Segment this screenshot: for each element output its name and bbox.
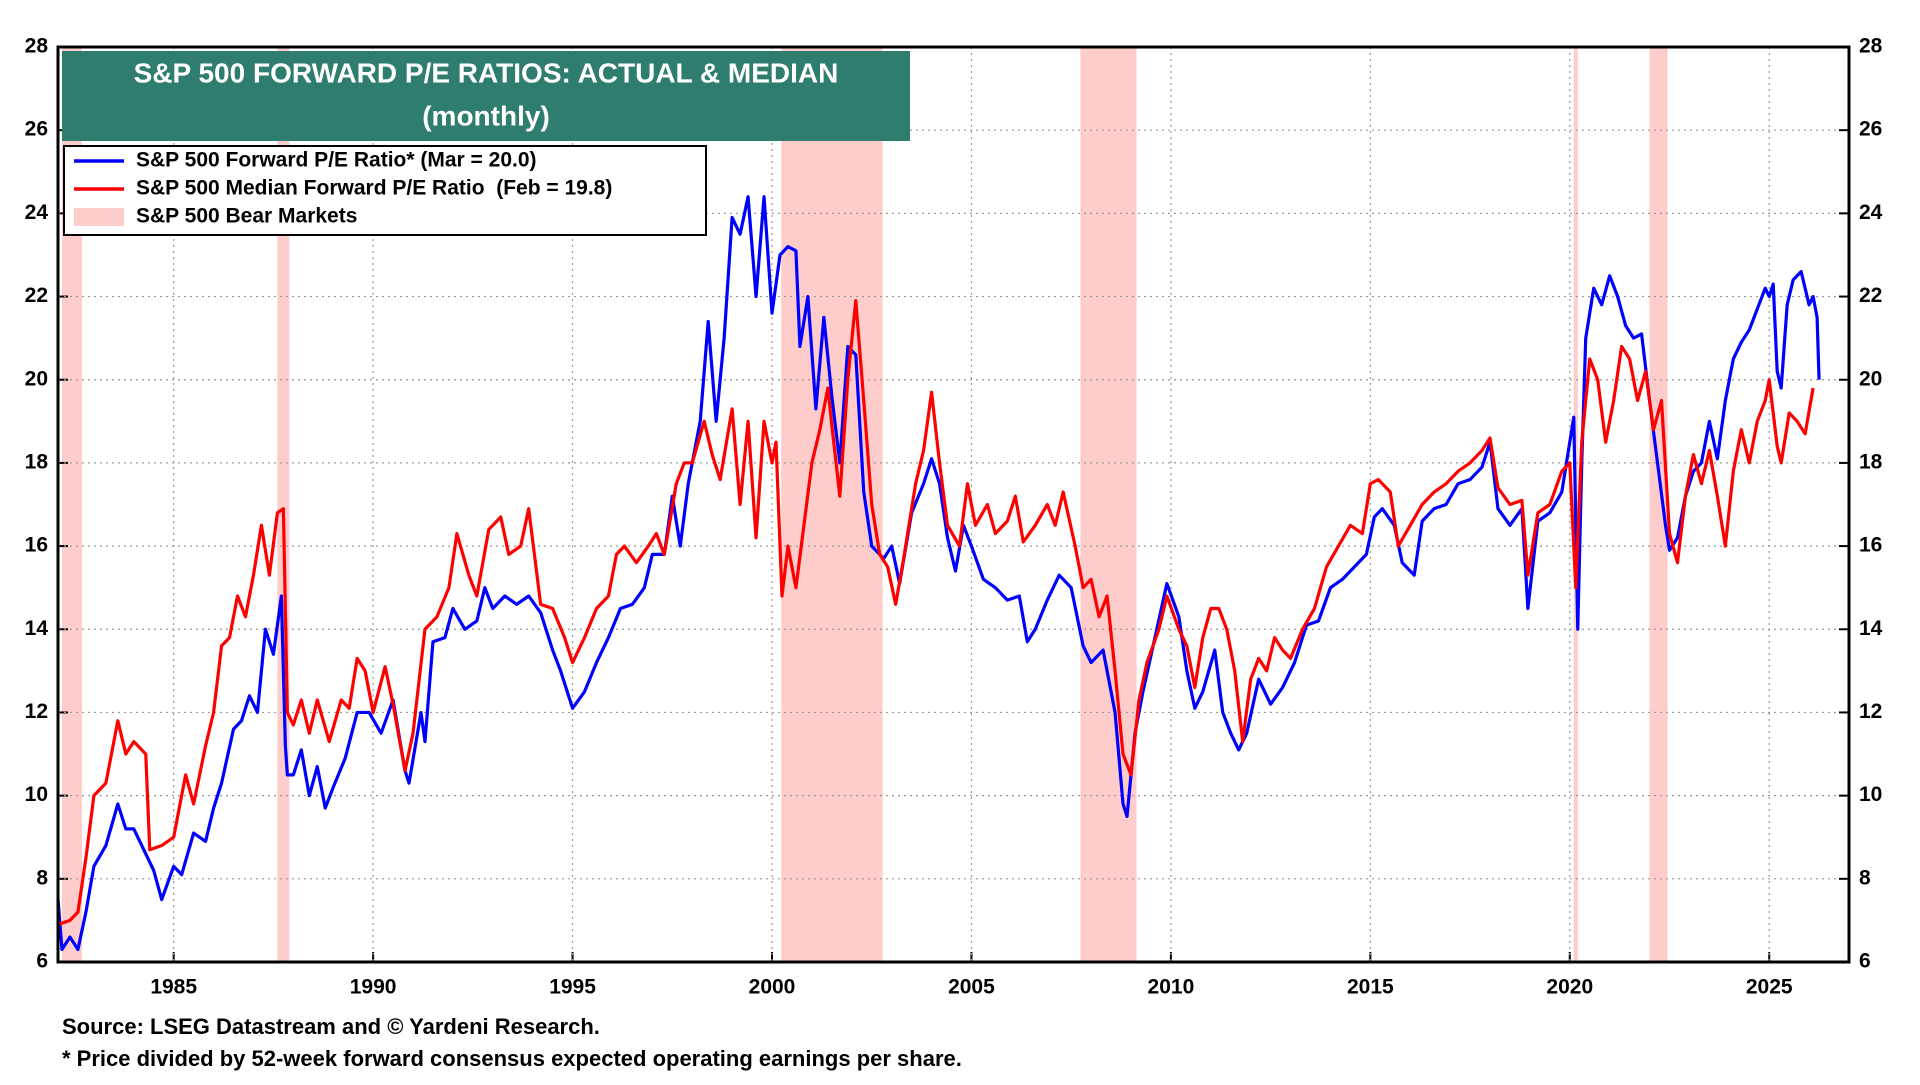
line-layer bbox=[56, 195, 1821, 952]
x-tick-label: 1990 bbox=[350, 976, 397, 999]
bear-market bbox=[781, 47, 883, 962]
chart-title: S&P 500 FORWARD P/E RATIOS: ACTUAL & MED… bbox=[134, 57, 839, 88]
y-tick-label: 6 bbox=[36, 950, 48, 973]
legend-label: S&P 500 Median Forward P/E Ratio (Feb = … bbox=[136, 177, 612, 200]
y2-tick-label: 22 bbox=[1859, 284, 1882, 307]
bear-market bbox=[1649, 47, 1668, 962]
title-box bbox=[62, 51, 910, 141]
series-line bbox=[56, 195, 1821, 952]
legend-box bbox=[63, 145, 707, 236]
y-tick-label: 20 bbox=[25, 367, 48, 390]
legend-label: S&P 500 Bear Markets bbox=[136, 205, 357, 228]
legend-label: S&P 500 Forward P/E Ratio* (Mar = 20.0) bbox=[136, 149, 537, 172]
footnote: * Price divided by 52-week forward conse… bbox=[62, 1046, 962, 1071]
y2-tick-label: 16 bbox=[1859, 534, 1882, 557]
chart-subtitle: (monthly) bbox=[422, 100, 550, 131]
y-tick-label: 10 bbox=[25, 783, 48, 806]
legend-swatch bbox=[74, 208, 124, 226]
y2-tick-label: 24 bbox=[1859, 201, 1883, 224]
x-tick-label: 2010 bbox=[1148, 976, 1195, 999]
plot-frame bbox=[56, 45, 1851, 964]
y-tick-label: 8 bbox=[36, 866, 48, 889]
y2-tick-label: 20 bbox=[1859, 367, 1882, 390]
bear-market bbox=[61, 47, 82, 962]
y-tick-label: 18 bbox=[25, 450, 49, 473]
x-tick-label: 1995 bbox=[549, 976, 596, 999]
y-tick-label: 12 bbox=[25, 700, 48, 723]
x-tick-label: 2005 bbox=[948, 976, 995, 999]
source-note: Source: LSEG Datastream and © Yardeni Re… bbox=[62, 1014, 600, 1039]
series-line bbox=[57, 299, 1815, 927]
y2-tick-label: 26 bbox=[1859, 118, 1882, 141]
x-tick-label: 2025 bbox=[1746, 976, 1793, 999]
legend: S&P 500 Forward P/E Ratio* (Mar = 20.0) S… bbox=[74, 149, 612, 228]
y-tick-label: 14 bbox=[25, 617, 49, 640]
bear-market bbox=[1080, 47, 1137, 962]
x-tick-label: 2015 bbox=[1347, 976, 1394, 999]
y-tick-label: 16 bbox=[25, 534, 48, 557]
y2-tick-label: 10 bbox=[1859, 783, 1882, 806]
x-tick-label: 2000 bbox=[749, 976, 796, 999]
y2-tick-label: 6 bbox=[1859, 950, 1871, 973]
y2-tick-label: 28 bbox=[1859, 35, 1883, 58]
y2-tick-label: 18 bbox=[1859, 450, 1883, 473]
y-tick-label: 28 bbox=[25, 35, 49, 58]
y2-tick-label: 12 bbox=[1859, 700, 1882, 723]
y2-tick-label: 14 bbox=[1859, 617, 1883, 640]
y2-tick-label: 8 bbox=[1859, 866, 1871, 889]
y-tick-label: 22 bbox=[25, 284, 48, 307]
bear-market bbox=[277, 47, 290, 962]
x-tick-label: 1985 bbox=[150, 976, 197, 999]
x-tick-label: 2020 bbox=[1546, 976, 1593, 999]
y-tick-label: 26 bbox=[25, 118, 48, 141]
y-tick-label: 24 bbox=[25, 201, 49, 224]
